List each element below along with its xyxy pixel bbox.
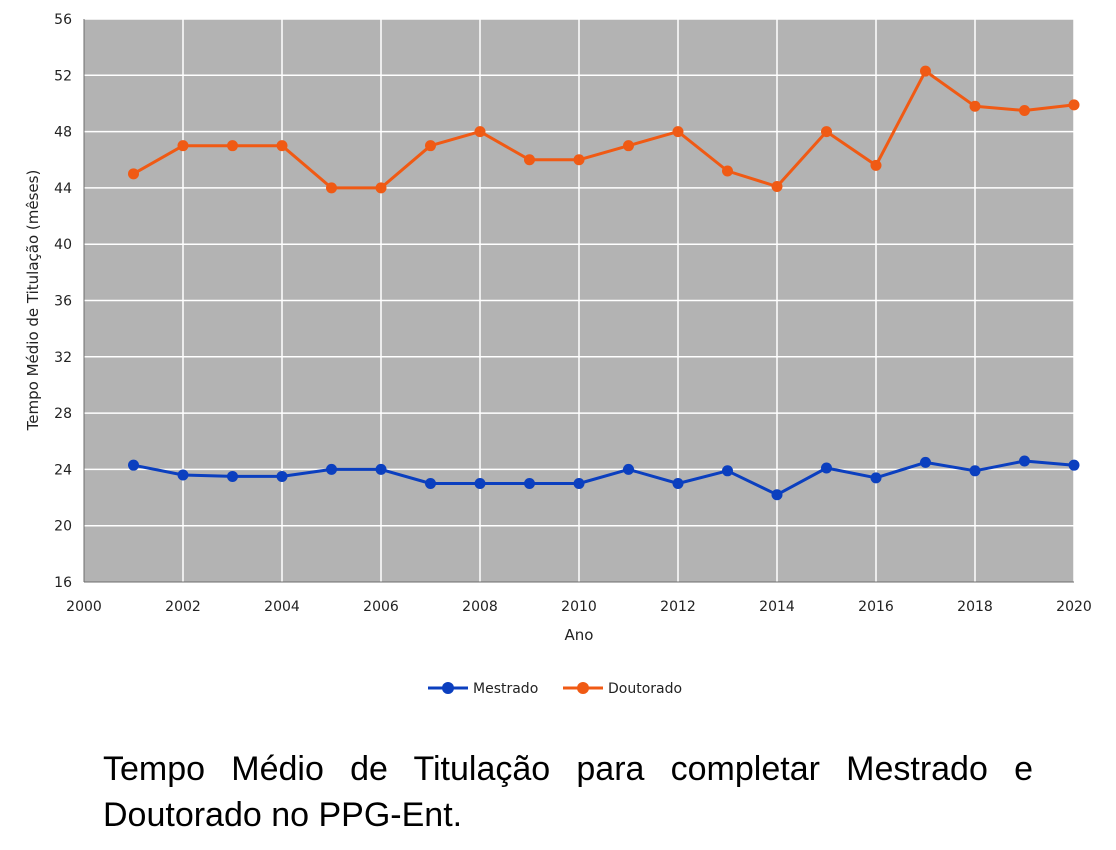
legend-item-mestrado: Mestrado [428, 681, 538, 697]
y-tick-label: 52 [54, 68, 72, 84]
x-tick-label: 2010 [561, 599, 597, 615]
data-point-mestrado [177, 469, 189, 481]
data-point-doutorado [821, 126, 832, 138]
x-tick-label: 2006 [363, 599, 399, 615]
data-point-mestrado [425, 477, 436, 489]
data-point-doutorado [771, 180, 783, 192]
axes [83, 19, 1074, 583]
series-mestrado [128, 455, 1080, 501]
data-point-mestrado [326, 463, 337, 475]
series-doutorado [128, 65, 1080, 194]
y-tick-label: 16 [54, 575, 72, 591]
series-line-doutorado [132, 69, 1075, 190]
data-point-mestrado [1068, 459, 1080, 471]
data-point-doutorado [623, 140, 634, 152]
x-tick-label: 2008 [462, 599, 498, 615]
data-point-doutorado [969, 100, 981, 112]
y-tick-label: 24 [54, 462, 72, 478]
data-point-mestrado [524, 477, 535, 489]
data-point-mestrado [1019, 455, 1030, 467]
data-point-doutorado [722, 165, 733, 177]
data-point-mestrado [573, 477, 585, 489]
data-point-doutorado [573, 154, 585, 166]
data-point-doutorado [1019, 104, 1030, 116]
legend-marker-doutorado [577, 682, 589, 694]
data-point-doutorado [276, 140, 288, 152]
data-point-doutorado [425, 140, 436, 152]
data-point-doutorado [870, 159, 882, 171]
x-tick-label: 2002 [165, 599, 201, 615]
y-tick-label: 56 [54, 12, 72, 28]
x-tick-label: 2004 [264, 599, 300, 615]
data-point-doutorado [524, 154, 535, 166]
data-point-mestrado [375, 463, 387, 475]
data-point-mestrado [821, 462, 832, 474]
y-tick-label: 36 [54, 294, 72, 310]
data-point-doutorado [1068, 99, 1080, 111]
x-tick-label: 2016 [858, 599, 894, 615]
legend-marker-mestrado [442, 682, 454, 694]
data-point-doutorado [920, 65, 931, 77]
data-point-mestrado [128, 459, 139, 471]
y-tick-label: 20 [54, 519, 72, 535]
data-point-doutorado [227, 140, 238, 152]
data-point-mestrado [474, 477, 486, 489]
data-point-mestrado [920, 456, 931, 468]
series-lines [128, 65, 1080, 501]
data-point-doutorado [177, 140, 189, 152]
gridlines [84, 18, 1075, 582]
y-tick-label: 44 [54, 181, 72, 197]
data-point-mestrado [771, 489, 783, 501]
x-tick-label: 2012 [660, 599, 696, 615]
data-point-mestrado [276, 470, 288, 482]
x-tick-label: 2000 [66, 599, 102, 615]
legend-label-mestrado: Mestrado [473, 681, 538, 697]
legend-label-doutorado: Doutorado [608, 681, 682, 697]
line-chart: 16 20 24 28 32 36 40 44 48 52 56 2000 2002 2004 2006 20… [24, 12, 1092, 697]
y-tick-label: 32 [54, 350, 72, 366]
y-tick-label: 28 [54, 406, 72, 422]
data-point-doutorado [128, 168, 139, 180]
legend: Mestrado Doutorado [428, 681, 682, 697]
tick-labels: 16 20 24 28 32 36 40 44 48 52 56 2000 2002 2004 2006 20… [54, 12, 1092, 615]
data-point-mestrado [969, 465, 981, 477]
data-point-mestrado [722, 465, 733, 477]
x-axis-title: Ano [565, 626, 594, 644]
data-point-doutorado [672, 126, 684, 138]
data-point-mestrado [227, 470, 238, 482]
data-point-doutorado [375, 182, 387, 194]
data-point-mestrado [870, 472, 882, 484]
x-tick-label: 2020 [1056, 599, 1092, 615]
y-tick-label: 48 [54, 125, 72, 141]
y-tick-label: 40 [54, 237, 72, 253]
x-tick-label: 2018 [957, 599, 993, 615]
series-line-mestrado [133, 459, 1075, 497]
data-point-doutorado [474, 126, 486, 138]
data-point-mestrado [672, 477, 684, 489]
y-axis-title: Tempo Médio de Titulação (mêses) [24, 170, 42, 432]
data-point-mestrado [623, 463, 634, 475]
legend-item-doutorado: Doutorado [563, 681, 682, 697]
x-tick-label: 2014 [759, 599, 795, 615]
figure-caption: Tempo Médio de Titulação para completar … [103, 750, 1033, 834]
data-point-doutorado [326, 182, 337, 194]
